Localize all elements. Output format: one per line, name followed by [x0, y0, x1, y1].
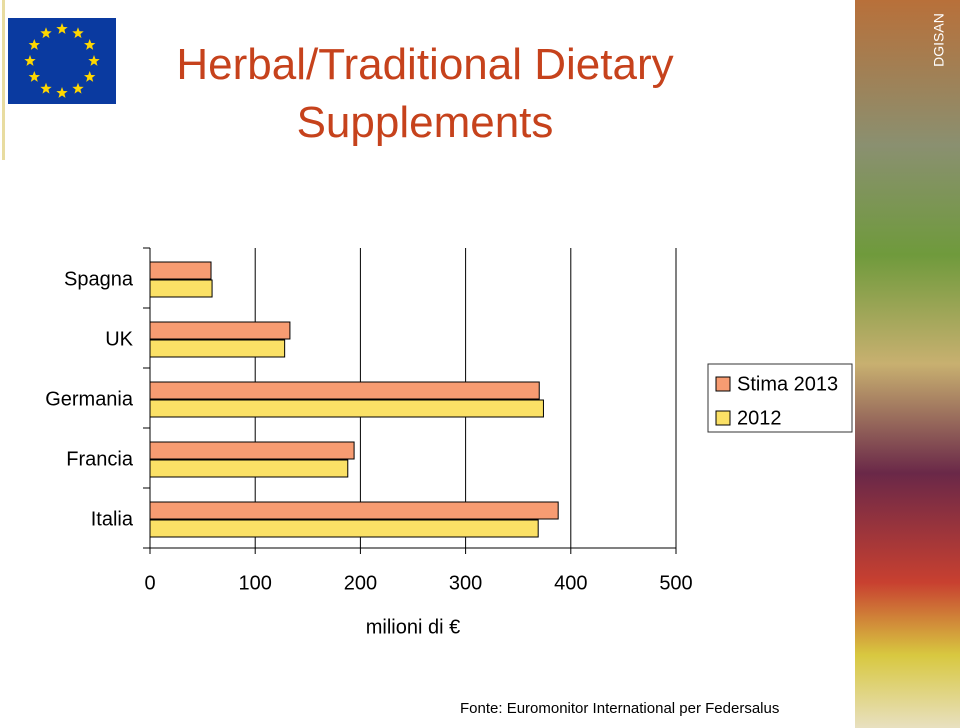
bar: [149, 441, 355, 460]
bar: [149, 519, 539, 538]
bar: [149, 501, 559, 520]
x-tick-label: 400: [554, 572, 587, 594]
side-text: DGISAN: [931, 13, 947, 67]
y-tick-label: Italia: [91, 508, 134, 530]
bar: [149, 261, 212, 280]
y-tick-label: UK: [105, 328, 133, 350]
x-tick-label: 100: [239, 572, 272, 594]
x-tick-label: 200: [344, 572, 377, 594]
side-image: [855, 0, 960, 728]
legend-swatch: [715, 376, 731, 392]
source: Fonte: Euromonitor International per Fed…: [460, 700, 779, 717]
legend-swatch: [715, 410, 731, 426]
bar: [149, 321, 291, 340]
y-tick-label: Spagna: [64, 268, 134, 290]
slide-title: Herbal/Traditional Dietary Supplements: [176, 40, 674, 147]
x-tick-label: 300: [449, 572, 482, 594]
y-tick-label: Francia: [66, 448, 134, 470]
legend-label: Stima 2013: [737, 373, 838, 395]
legend-box: [707, 363, 853, 433]
eu-flag: [8, 18, 116, 104]
legend-label: 2012: [737, 407, 782, 429]
bar: [149, 279, 213, 298]
y-tick-label: Germania: [45, 388, 134, 410]
bar: [149, 459, 349, 478]
bar: [149, 381, 540, 400]
x-tick-label: 500: [659, 572, 692, 594]
x-axis-label: milioni di €: [366, 616, 460, 638]
bar: [149, 399, 544, 418]
bar: [149, 339, 286, 358]
x-tick-label: 0: [144, 572, 155, 594]
decor-line: [2, 0, 5, 160]
